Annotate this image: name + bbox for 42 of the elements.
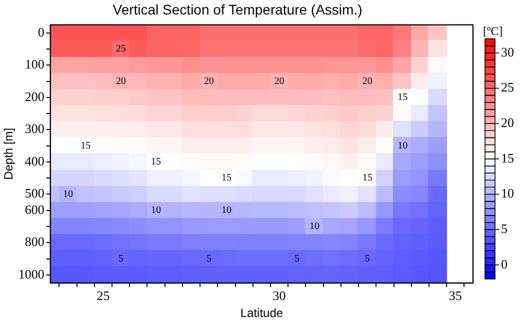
y-tick-label: 800	[24, 234, 44, 250]
y-tick-label: 400	[24, 153, 44, 168]
color-bar-label: 0	[501, 256, 508, 272]
y-tick-label: 0	[38, 24, 44, 40]
data-label: 5	[118, 253, 124, 264]
x-tick-label: 25	[96, 288, 110, 304]
data-label: 5	[364, 253, 370, 264]
data-label: 20	[274, 76, 284, 87]
data-label: 10	[398, 140, 408, 152]
data-label: 25	[116, 44, 126, 55]
color-bar-label: 30	[501, 44, 514, 60]
data-label: 15	[398, 92, 408, 104]
y-tick-label: 500	[24, 186, 44, 201]
data-label: 20	[116, 76, 126, 87]
data-label: 5	[294, 253, 300, 264]
y-tick-label: 600	[24, 202, 44, 217]
data-label: 10	[310, 221, 320, 232]
data-label: 20	[362, 76, 372, 87]
data-label: 10	[151, 205, 162, 216]
y-tick-label: 1000	[18, 266, 44, 282]
y-tick-label: 300	[24, 121, 44, 136]
color-bar-label: 15	[501, 150, 514, 166]
data-label: 10	[63, 188, 74, 200]
y-axis-title: Depth [m]	[2, 128, 16, 180]
x-axis-title: Latitude	[240, 306, 284, 320]
color-bar-title: [ºC]	[483, 24, 503, 38]
color-bar-label: 5	[501, 220, 508, 236]
x-tick-label: 30	[272, 288, 286, 304]
chart-title: Vertical Section of Temperature (Assim.)	[112, 1, 362, 18]
data-label: 5	[206, 253, 212, 264]
color-bar-label: 20	[501, 115, 514, 130]
x-tick-label: 35	[448, 288, 462, 304]
y-tick-label: 100	[24, 56, 44, 72]
data-label: 15	[221, 172, 232, 184]
color-bar-label: 25	[501, 80, 514, 95]
data-label: 15	[80, 140, 91, 152]
data-label: 15	[362, 172, 372, 184]
data-label: 10	[221, 205, 232, 216]
color-bar-label: 10	[501, 186, 514, 201]
y-tick-label: 200	[24, 88, 44, 104]
data-label: 20	[204, 76, 214, 87]
data-label: 15	[151, 156, 162, 168]
